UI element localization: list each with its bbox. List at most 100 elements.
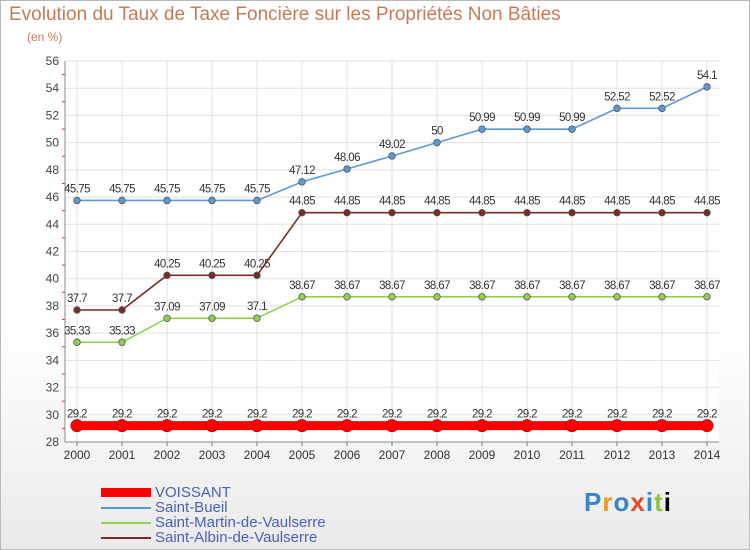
data-label-1: 45.75 <box>154 183 180 195</box>
data-point-3 <box>118 306 126 314</box>
data-point-3 <box>523 209 531 217</box>
data-point-2 <box>208 314 216 323</box>
data-label-1: 45.75 <box>244 183 270 195</box>
data-label-1: 45.75 <box>199 183 225 195</box>
data-label-3: 44.85 <box>289 196 315 208</box>
data-label-3: 44.85 <box>559 196 585 208</box>
x-tick-label: 2010 <box>514 448 541 462</box>
data-point-0 <box>610 419 624 433</box>
data-label-3: 44.85 <box>469 196 495 208</box>
y-tick-label: 32 <box>46 381 60 395</box>
data-label-2: 35.33 <box>109 325 135 337</box>
y-tick-label: 50 <box>46 136 60 150</box>
x-tick-label: 2011 <box>559 448 585 462</box>
data-label-2: 38.67 <box>649 280 675 292</box>
data-point-1 <box>433 138 441 147</box>
y-tick-label: 48 <box>46 163 60 177</box>
data-label-2: 38.67 <box>604 280 630 292</box>
x-tick-label: 2008 <box>424 448 451 462</box>
data-label-0: 29.2 <box>202 409 222 421</box>
data-label-2: 38.67 <box>424 280 450 292</box>
data-label-0: 29.2 <box>607 409 627 421</box>
data-point-1 <box>208 196 216 205</box>
data-label-2: 38.67 <box>559 280 585 292</box>
data-label-1: 50 <box>431 126 443 138</box>
x-tick-label: 2014 <box>694 448 721 462</box>
data-point-2 <box>568 293 576 301</box>
data-point-1 <box>703 83 711 91</box>
data-point-3 <box>478 209 486 217</box>
chart-title: Evolution du Taux de Taxe Foncière sur l… <box>9 4 561 25</box>
data-label-1: 48.06 <box>334 152 360 164</box>
data-label-1: 49.02 <box>379 139 405 151</box>
data-point-1 <box>343 165 351 173</box>
data-label-0: 29.2 <box>427 409 447 421</box>
data-label-3: 44.85 <box>694 196 720 208</box>
y-tick-label: 52 <box>46 108 60 122</box>
data-point-2 <box>478 293 486 301</box>
data-label-1: 50.99 <box>559 112 585 124</box>
data-label-2: 38.67 <box>469 280 495 292</box>
legend-swatch-saint-albin <box>101 537 151 539</box>
x-tick-label: 2002 <box>154 448 181 462</box>
data-point-1 <box>298 178 306 186</box>
data-point-0 <box>475 419 489 433</box>
data-point-3 <box>343 209 351 217</box>
legend-swatch-saint-martin <box>101 522 151 524</box>
y-tick-label: 36 <box>46 326 60 340</box>
data-point-0 <box>340 419 354 433</box>
data-point-3 <box>658 209 666 217</box>
data-label-1: 50.99 <box>514 112 540 124</box>
y-tick-label: 30 <box>46 408 60 422</box>
x-tick-label: 2012 <box>604 448 631 462</box>
data-point-0 <box>565 419 579 433</box>
y-tick-label: 38 <box>46 299 60 313</box>
y-tick-label: 46 <box>46 190 60 204</box>
data-point-2 <box>253 314 261 322</box>
data-label-0: 29.2 <box>67 409 87 421</box>
data-label-2: 37.1 <box>247 301 267 313</box>
data-point-2 <box>163 314 171 323</box>
data-point-3 <box>613 209 621 217</box>
data-point-0 <box>115 419 129 433</box>
data-label-3: 44.85 <box>379 196 405 208</box>
y-tick-label: 42 <box>46 245 60 259</box>
legend-label-saint-albin: Saint-Albin-de-Vaulserre <box>155 529 318 546</box>
data-label-1: 50.99 <box>469 112 495 124</box>
data-point-3 <box>163 271 171 280</box>
data-point-2 <box>658 293 666 301</box>
data-point-3 <box>388 209 396 217</box>
x-tick-label: 2000 <box>64 448 91 462</box>
chart-subtitle: (en %) <box>27 30 63 44</box>
data-label-0: 29.2 <box>112 409 132 421</box>
data-label-0: 29.2 <box>562 409 582 421</box>
data-point-0 <box>250 419 264 433</box>
data-label-1: 45.75 <box>109 183 135 195</box>
y-tick-label: 40 <box>46 272 60 286</box>
data-label-0: 29.2 <box>652 409 672 421</box>
data-label-3: 37.7 <box>67 293 87 305</box>
x-tick-label: 2005 <box>289 448 316 462</box>
data-point-1 <box>658 104 666 113</box>
data-label-0: 29.2 <box>472 409 492 421</box>
data-label-3: 40.25 <box>154 258 180 270</box>
data-point-0 <box>520 419 534 433</box>
data-point-2 <box>433 293 441 301</box>
legend-swatch-voissant <box>101 488 151 497</box>
data-label-3: 44.85 <box>649 196 675 208</box>
data-point-2 <box>523 293 531 301</box>
data-label-2: 38.67 <box>694 280 720 292</box>
data-point-1 <box>163 196 171 205</box>
data-point-3 <box>298 209 306 217</box>
data-label-1: 47.12 <box>289 165 315 177</box>
x-tick-label: 2001 <box>109 448 136 462</box>
data-label-3: 40.25 <box>244 258 270 270</box>
data-label-2: 38.67 <box>334 280 360 292</box>
data-point-0 <box>430 419 444 433</box>
data-point-1 <box>388 152 396 160</box>
data-label-2: 38.67 <box>289 280 315 292</box>
data-label-1: 52.52 <box>604 91 630 103</box>
data-point-0 <box>160 419 174 433</box>
data-point-1 <box>568 125 576 133</box>
